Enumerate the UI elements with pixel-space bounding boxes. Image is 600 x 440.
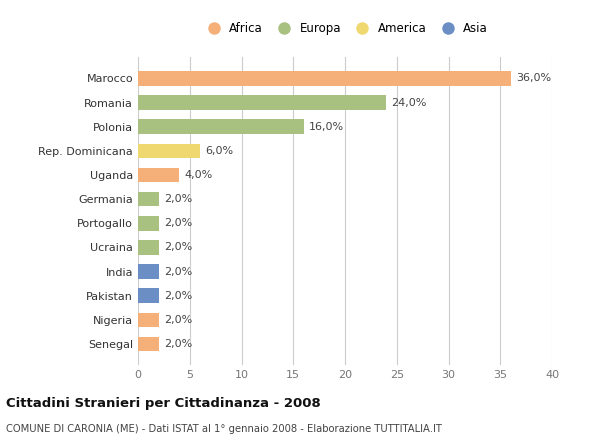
Legend: Africa, Europa, America, Asia: Africa, Europa, America, Asia [200, 20, 490, 38]
Text: 2,0%: 2,0% [164, 242, 192, 253]
Text: 24,0%: 24,0% [392, 98, 427, 107]
Text: 16,0%: 16,0% [309, 122, 344, 132]
Bar [138, 240, 158, 255]
Text: 2,0%: 2,0% [164, 315, 192, 325]
Text: 36,0%: 36,0% [516, 73, 551, 84]
Bar [138, 289, 158, 303]
Bar [138, 216, 158, 231]
Text: 2,0%: 2,0% [164, 339, 192, 349]
Text: 2,0%: 2,0% [164, 218, 192, 228]
Text: 2,0%: 2,0% [164, 267, 192, 277]
Bar [138, 192, 158, 206]
Text: COMUNE DI CARONIA (ME) - Dati ISTAT al 1° gennaio 2008 - Elaborazione TUTTITALIA: COMUNE DI CARONIA (ME) - Dati ISTAT al 1… [6, 424, 442, 434]
Bar [138, 95, 386, 110]
Bar [138, 264, 158, 279]
Bar [138, 312, 158, 327]
Text: 2,0%: 2,0% [164, 291, 192, 301]
Bar [138, 71, 511, 86]
Text: 6,0%: 6,0% [205, 146, 233, 156]
Bar [138, 168, 179, 182]
Text: 2,0%: 2,0% [164, 194, 192, 204]
Bar [138, 143, 200, 158]
Text: 4,0%: 4,0% [185, 170, 213, 180]
Bar [138, 337, 158, 351]
Text: Cittadini Stranieri per Cittadinanza - 2008: Cittadini Stranieri per Cittadinanza - 2… [6, 397, 321, 410]
Bar [138, 120, 304, 134]
